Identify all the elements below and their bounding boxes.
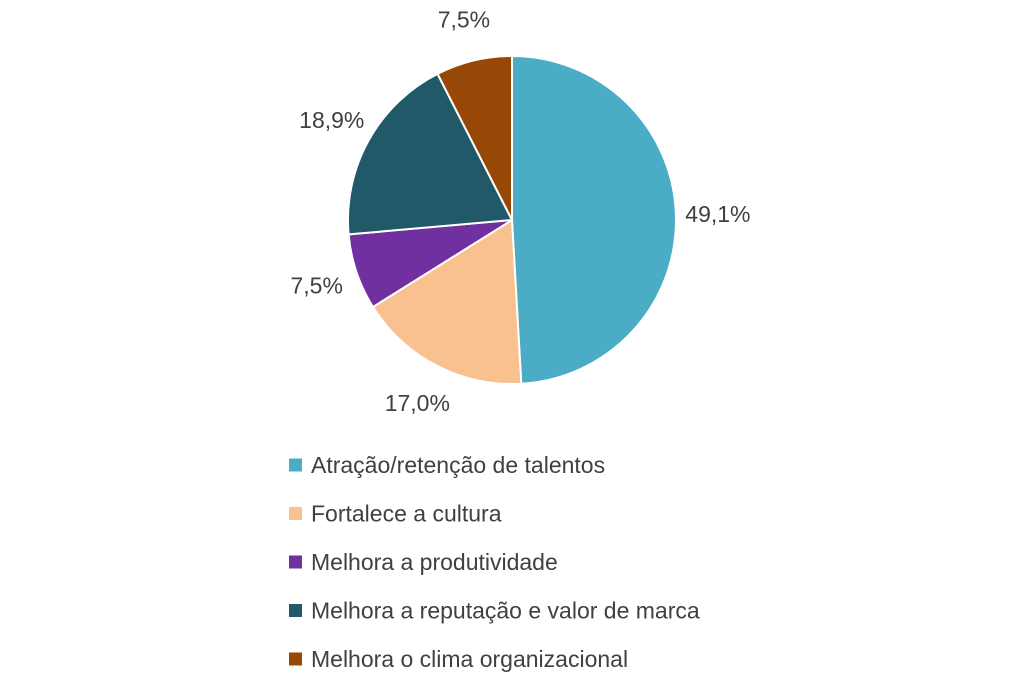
- data-labels: 49,1% 17,0% 7,5% 18,9% 7,5%: [290, 7, 750, 416]
- pie-slice-3: [347, 72, 513, 236]
- data-label-1: 17,0%: [385, 390, 450, 416]
- pie-slice-4: [436, 55, 513, 221]
- legend-label-0: Atração/retenção de talentos: [311, 452, 605, 478]
- legend-swatch-4: [289, 652, 302, 666]
- legend-swatch-3: [289, 604, 302, 617]
- legend-label-2: Melhora a produtividade: [311, 549, 558, 575]
- data-label-0: 49,1%: [685, 201, 750, 227]
- pie-slices: [347, 55, 677, 385]
- data-label-2: 7,5%: [290, 273, 342, 299]
- legend-label-1: Fortalece a cultura: [311, 501, 502, 527]
- pie-slice-0: [511, 55, 677, 385]
- pie-slice-1: [371, 219, 523, 385]
- data-label-3: 18,9%: [299, 107, 364, 133]
- data-label-4: 7,5%: [438, 7, 490, 33]
- legend: Atração/retenção de talentos Fortalece a …: [289, 452, 700, 672]
- legend-label-3: Melhora a reputação e valor de marca: [311, 598, 700, 624]
- legend-label-4: Melhora o clima organizacional: [311, 646, 628, 672]
- legend-swatch-1: [289, 507, 302, 520]
- legend-swatch-0: [289, 458, 302, 472]
- legend-swatch-2: [289, 555, 302, 569]
